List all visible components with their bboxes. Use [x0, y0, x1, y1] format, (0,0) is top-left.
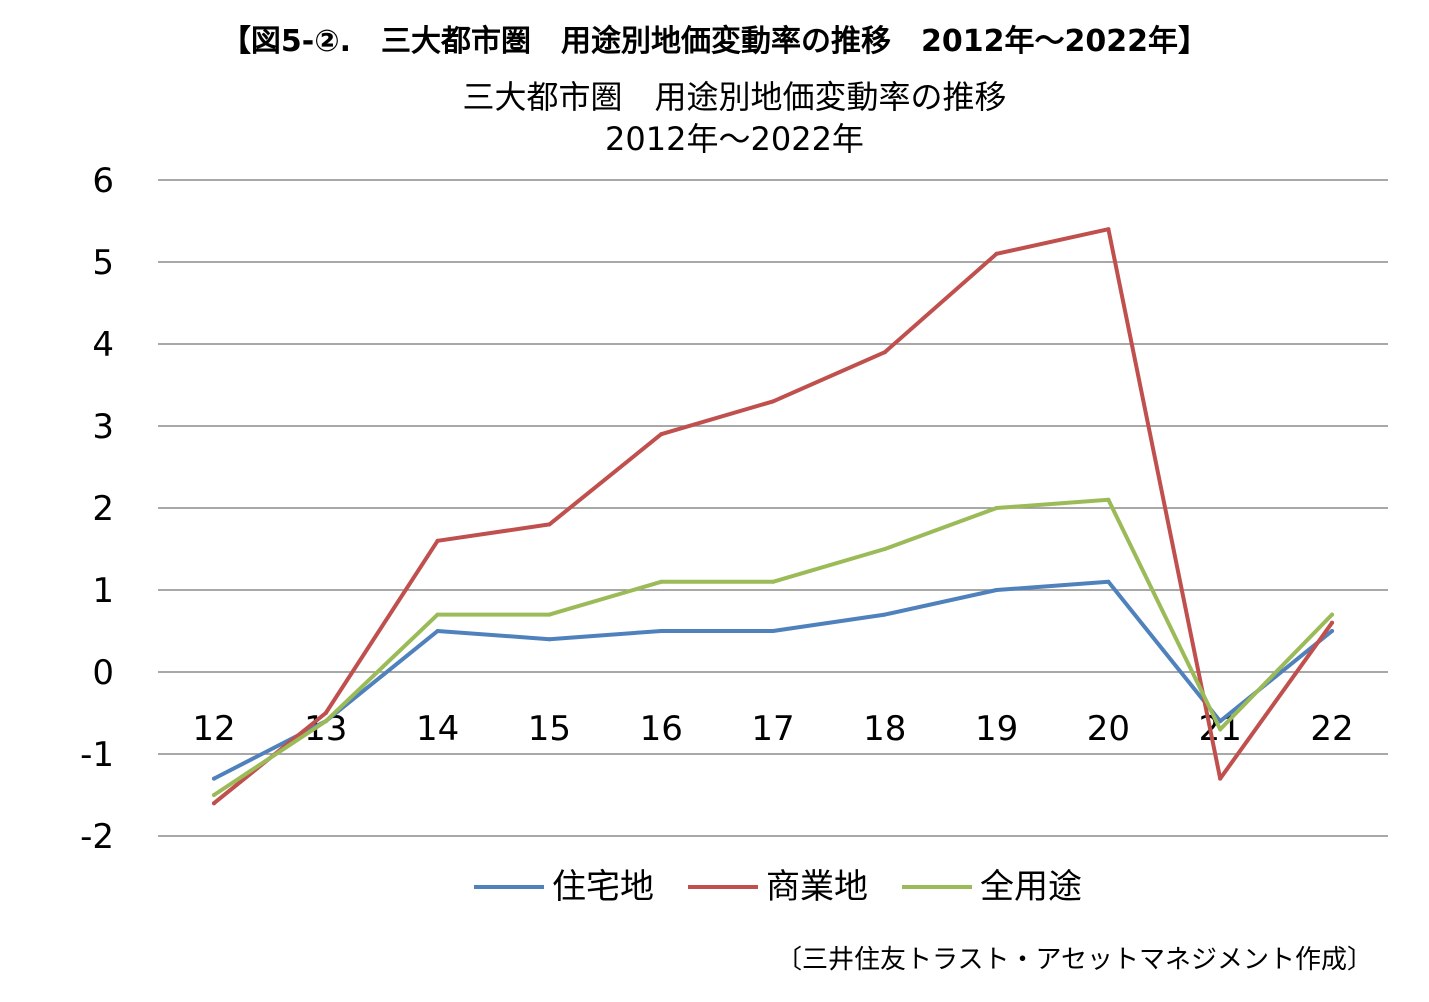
figure-caption: 【図5-②. 三大都市圏 用途別地価変動率の推移 2012年～2022年】: [220, 24, 1209, 59]
chart-title-line-2: 2012年～2022年: [605, 120, 864, 158]
legend-line-all-uses: [902, 885, 972, 889]
legend-item-commercial: 商業地: [688, 862, 868, 912]
x-tick-label: 16: [640, 709, 683, 749]
legend-item-residential: 住宅地: [474, 862, 654, 912]
chart-title: 三大都市圏 用途別地価変動率の推移 2012年～2022年: [0, 76, 1429, 160]
x-tick-label: 22: [1310, 709, 1353, 749]
data-point-all-uses: [1330, 612, 1334, 617]
x-tick-label: 15: [528, 709, 571, 749]
data-point-all-uses: [771, 579, 775, 584]
y-tick-label: 5: [92, 243, 114, 283]
x-tick-label: 18: [863, 709, 906, 749]
legend-label-all-uses: 全用途: [980, 867, 1082, 907]
data-point-residential: [659, 629, 664, 633]
data-point-residential: [435, 629, 440, 633]
chart-legend: 住宅地 商業地 全用途: [0, 862, 1429, 912]
data-point-residential: [1330, 629, 1334, 633]
data-point-residential: [212, 776, 216, 781]
x-tick-label: 12: [192, 709, 235, 749]
x-tick-label: 20: [1087, 709, 1130, 749]
y-tick-label: -2: [80, 817, 114, 857]
legend-item-all-uses: 全用途: [902, 862, 1082, 912]
data-point-residential: [1218, 719, 1223, 724]
y-tick-label: 1: [92, 571, 114, 611]
chart-title-line-1: 三大都市圏 用途別地価変動率の推移: [462, 78, 1007, 116]
data-point-commercial: [771, 399, 775, 404]
source-credit: 〔三井住友トラスト・アセットマネジメント作成〕: [776, 945, 1373, 975]
data-point-commercial: [547, 522, 552, 527]
data-point-commercial: [435, 538, 440, 543]
y-tick-label: 6: [92, 161, 114, 201]
x-tick-label: 19: [975, 709, 1018, 749]
legend-label-commercial: 商業地: [766, 867, 868, 907]
data-point-residential: [882, 612, 887, 617]
legend-line-residential: [474, 885, 544, 889]
y-tick-label: 4: [92, 325, 114, 365]
data-point-residential: [771, 629, 775, 633]
series-line-all-uses: [212, 497, 1334, 797]
data-point-commercial: [1106, 227, 1111, 232]
data-point-all-uses: [1218, 727, 1223, 732]
data-point-all-uses: [659, 579, 664, 584]
data-point-commercial: [212, 801, 216, 806]
legend-line-commercial: [688, 885, 758, 889]
y-tick-label: 2: [92, 489, 114, 529]
data-point-all-uses: [882, 547, 887, 551]
y-tick-label: -1: [80, 735, 114, 775]
data-point-all-uses: [994, 506, 999, 510]
legend-label-residential: 住宅地: [552, 867, 654, 907]
data-point-all-uses: [547, 612, 552, 617]
data-point-residential: [547, 637, 552, 642]
data-point-residential: [1106, 579, 1111, 584]
data-point-commercial: [1218, 776, 1223, 781]
data-point-commercial: [1330, 620, 1334, 625]
y-tick-label: 0: [92, 653, 114, 693]
data-point-commercial: [659, 432, 664, 437]
data-point-residential: [994, 588, 999, 592]
y-tick-label: 3: [92, 407, 114, 447]
data-point-commercial: [323, 711, 328, 715]
x-tick-label: 14: [416, 709, 459, 749]
data-point-all-uses: [1106, 497, 1111, 502]
data-point-all-uses: [323, 719, 328, 724]
data-point-all-uses: [435, 612, 440, 617]
x-tick-label: 17: [751, 709, 794, 749]
data-point-commercial: [994, 251, 999, 256]
data-point-all-uses: [212, 793, 216, 797]
data-point-commercial: [882, 350, 887, 355]
